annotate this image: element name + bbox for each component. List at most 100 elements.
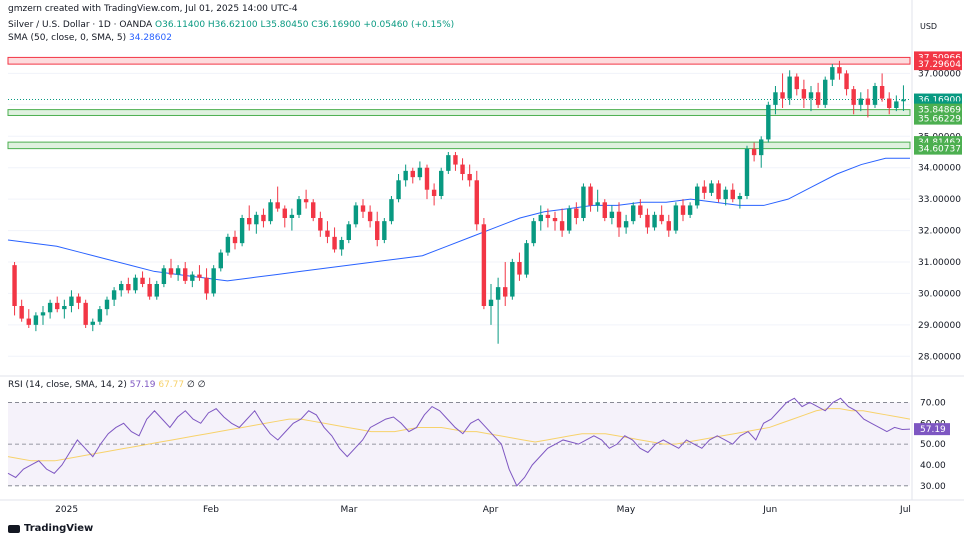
candle [168, 258, 174, 278]
candle-body [76, 296, 81, 303]
candle [353, 202, 359, 228]
candle [567, 205, 572, 234]
candle-body [33, 315, 39, 325]
candle [808, 86, 814, 112]
candle-body [289, 214, 295, 218]
candle-body [737, 196, 743, 200]
candle-body [97, 309, 103, 322]
candle [766, 101, 771, 143]
candle-body [40, 312, 46, 316]
candle [695, 183, 700, 209]
price-label-text: 34.60737 [918, 145, 961, 155]
candle [623, 214, 629, 234]
candle-body [474, 180, 479, 225]
candle [794, 73, 799, 96]
sma-value: 34.28602 [129, 33, 172, 43]
candle [389, 196, 394, 225]
price-label-box [914, 142, 962, 155]
candle [318, 211, 323, 237]
candle [111, 287, 117, 306]
time-tick-label: Jun [762, 505, 777, 515]
candle [716, 180, 721, 203]
rsi-extra: ∅ ∅ [187, 380, 206, 390]
candle [247, 205, 252, 231]
candle [232, 230, 238, 250]
candle [709, 180, 714, 196]
candle [211, 265, 216, 297]
rsi-current-label: 57.19 [920, 425, 946, 435]
symbol-title[interactable]: Silver / U.S. Dollar · 1D · OANDA [8, 20, 153, 30]
candle [865, 89, 871, 118]
candle [126, 277, 131, 294]
candle [339, 236, 344, 256]
candle-body [154, 284, 159, 297]
candle [311, 199, 316, 222]
price-label-box [914, 112, 962, 125]
candle [901, 85, 906, 112]
candle-body [531, 221, 536, 244]
candle [787, 70, 792, 105]
candle [133, 274, 138, 294]
price-tick-label: 29.00000 [918, 321, 961, 331]
candle-body [339, 240, 344, 250]
candle [26, 309, 31, 328]
candle [332, 227, 337, 253]
candle-body [296, 199, 302, 215]
candle-body [616, 211, 622, 228]
candle [744, 145, 750, 200]
candle [119, 280, 124, 297]
price-tick-label: 33.00000 [918, 195, 961, 205]
candle [837, 60, 842, 80]
time-tick-label: Mar [340, 505, 357, 515]
candle [289, 208, 295, 231]
rsi-tick-label: 70.00 [920, 398, 946, 408]
candle [147, 277, 152, 300]
candle-body [83, 302, 88, 325]
candle [282, 205, 287, 228]
candle-body [460, 164, 465, 174]
candle-body [303, 199, 309, 203]
rsi-legend[interactable]: RSI (14, close, SMA, 14, 2) 57.19 67.77 … [8, 380, 206, 390]
candle [723, 186, 728, 206]
candle-body [894, 101, 899, 108]
rsi-line [7, 397, 911, 487]
candle-body [424, 167, 430, 190]
candle [154, 280, 159, 300]
candle-body [645, 214, 650, 228]
candle [751, 142, 757, 162]
candle-body [766, 104, 771, 140]
candle [510, 258, 515, 300]
resistance-zone [7, 56, 911, 65]
rsi-tick-label: 30.00 [920, 482, 946, 492]
candle [844, 70, 849, 96]
candle [879, 73, 885, 102]
candle [69, 290, 74, 313]
candle-body [623, 221, 629, 228]
candle-body [680, 205, 686, 215]
candle [581, 183, 586, 222]
candle-body [62, 306, 67, 310]
candle [687, 202, 693, 218]
candle-body [844, 73, 849, 90]
rsi-sma-value: 67.77 [158, 380, 185, 390]
candle-body [311, 202, 316, 218]
price-tick-label: 30.00000 [918, 289, 961, 299]
rsi-tick-label: 50.00 [920, 440, 946, 450]
candle-body [111, 290, 117, 300]
candle-body [837, 67, 842, 74]
candle [780, 73, 785, 108]
candle [481, 218, 487, 310]
candle-body [268, 202, 273, 222]
candle [773, 86, 778, 115]
candle [460, 158, 465, 181]
candle-body [709, 183, 714, 193]
sma-legend[interactable]: SMA (50, close, 0, SMA, 5) 34.28602 [8, 33, 172, 43]
candle [239, 214, 245, 247]
time-tick-label: Jul [899, 505, 911, 515]
candle-body [446, 155, 451, 171]
tradingview-brand[interactable]: TradingView [8, 523, 93, 534]
candle [887, 92, 892, 115]
candle [446, 152, 451, 174]
candle-body [673, 205, 679, 231]
